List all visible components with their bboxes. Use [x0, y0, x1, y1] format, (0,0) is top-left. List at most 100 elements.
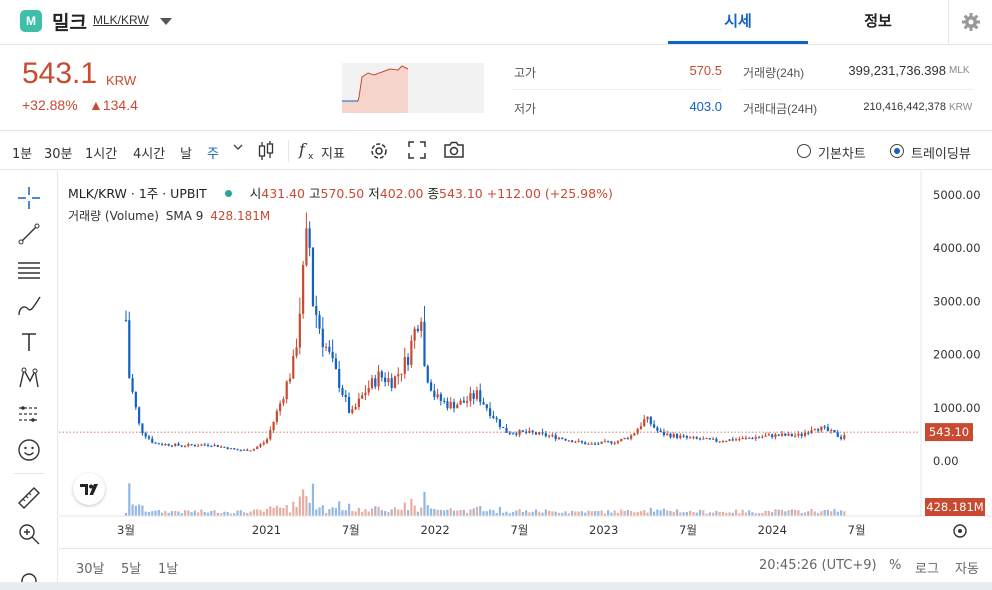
- volume-bar: [308, 502, 311, 516]
- candle-body: [380, 371, 383, 378]
- camera-icon: [444, 141, 464, 158]
- candle-body: [584, 442, 587, 445]
- percent-toggle[interactable]: %: [889, 558, 902, 573]
- prediction-tool[interactable]: [16, 401, 42, 427]
- volume-bar: [472, 508, 475, 516]
- interval-30m[interactable]: 30분: [44, 147, 73, 162]
- candle-body: [797, 433, 800, 436]
- clock[interactable]: 20:45:26 (UTC+9): [759, 558, 877, 573]
- tradingview-logo[interactable]: [73, 473, 105, 505]
- chart-settings-button[interactable]: [368, 140, 390, 166]
- volume-label[interactable]: 거래량 (Volume): [68, 209, 159, 223]
- volume-bar: [259, 510, 262, 516]
- log-toggle[interactable]: 로그: [915, 562, 939, 577]
- range-5d[interactable]: 5날: [121, 562, 142, 577]
- range-1d[interactable]: 1날: [158, 562, 179, 577]
- price-chart[interactable]: 5000.00 4000.00 3000.00 2000.00 1000.00 0.00 3…: [59, 171, 992, 548]
- ruler-tool[interactable]: [16, 485, 42, 511]
- y-tick-label: 3000.00: [933, 294, 981, 308]
- fib-tool[interactable]: [16, 257, 42, 283]
- volume-bar: [331, 507, 334, 516]
- interval-4h[interactable]: 4시간: [133, 147, 166, 162]
- volume-bar: [429, 508, 433, 516]
- candle-body: [206, 444, 210, 446]
- text-icon: [22, 333, 36, 351]
- volume-bar: [531, 511, 534, 516]
- basic-chart-label[interactable]: 기본차트: [818, 147, 866, 162]
- candle-body: [338, 368, 341, 388]
- text-tool[interactable]: [16, 329, 42, 355]
- interval-day[interactable]: 날: [180, 147, 192, 162]
- volume-bar: [843, 511, 846, 516]
- volume-bar: [823, 510, 826, 516]
- candle-body: [702, 438, 705, 440]
- candle-body: [518, 430, 521, 435]
- indicators-label[interactable]: 지표: [321, 147, 345, 162]
- candle-body: [131, 378, 134, 392]
- volume-bar: [318, 507, 321, 516]
- volume-bar: [738, 513, 741, 516]
- volume-bar: [170, 511, 174, 516]
- settings-button[interactable]: [948, 0, 992, 44]
- candle-body: [347, 396, 351, 413]
- volume-bar: [256, 509, 259, 516]
- candle-body: [275, 411, 278, 422]
- volume-bar: [816, 513, 820, 516]
- volume-bar: [492, 510, 495, 516]
- interval-week[interactable]: 주: [207, 147, 219, 162]
- candle-body: [393, 376, 397, 388]
- candle-body: [147, 436, 151, 439]
- volume-bar: [295, 507, 298, 516]
- candle-body: [364, 392, 367, 396]
- icon-tool[interactable]: [16, 437, 42, 463]
- tab-quote[interactable]: 시세: [668, 0, 808, 44]
- basic-chart-radio[interactable]: [797, 144, 811, 158]
- volume-bar: [377, 506, 380, 516]
- trend-line-tool[interactable]: [16, 221, 42, 247]
- amount-24h-label: 거래대금(24H): [743, 102, 818, 116]
- symbol-label[interactable]: MLK/KRW · 1주 · UPBIT: [68, 186, 207, 201]
- interval-dropdown[interactable]: [232, 140, 244, 158]
- volume-bar: [420, 507, 423, 516]
- brush-tool[interactable]: [16, 293, 42, 319]
- range-30d[interactable]: 30날: [76, 562, 105, 577]
- zoom-tool[interactable]: [16, 521, 42, 547]
- candle-body: [233, 448, 236, 450]
- candle-body: [321, 328, 324, 348]
- candle-body: [282, 399, 285, 404]
- auto-toggle[interactable]: 자동: [955, 562, 979, 577]
- fullscreen-button[interactable]: [407, 140, 427, 164]
- chart-type-button[interactable]: [256, 140, 276, 166]
- volume-bar: [548, 510, 551, 516]
- pattern-tool[interactable]: [16, 365, 42, 391]
- candle-body: [426, 366, 429, 383]
- tab-info[interactable]: 정보: [864, 12, 892, 30]
- candle-body: [236, 449, 239, 451]
- candle-body: [223, 446, 226, 448]
- volume-bar: [213, 510, 216, 516]
- interval-1m[interactable]: 1분: [12, 147, 33, 162]
- volume-bar: [397, 509, 400, 516]
- volume-bar: [570, 510, 574, 516]
- gear-icon: [371, 143, 387, 159]
- x-tick-label: 2024: [758, 523, 787, 537]
- chart-canvas[interactable]: 5000.00 4000.00 3000.00 2000.00 1000.00 0.00 3…: [59, 171, 992, 548]
- trading-view-radio[interactable]: [890, 144, 904, 158]
- candle-body: [269, 430, 272, 440]
- candle-body: [167, 443, 170, 446]
- volume-bar: [495, 513, 498, 516]
- volume-bar: [187, 510, 190, 516]
- chevron-down-icon[interactable]: [160, 18, 172, 25]
- coin-pair-link[interactable]: MLK/KRW: [93, 13, 149, 27]
- interval-1h[interactable]: 1시간: [85, 147, 118, 162]
- candle-body: [833, 430, 836, 433]
- candle-body: [249, 450, 252, 452]
- crosshair-tool[interactable]: [16, 185, 42, 211]
- trading-view-label[interactable]: 트레이딩뷰: [911, 147, 971, 162]
- candle-body: [318, 314, 321, 329]
- volume-bar: [226, 512, 229, 516]
- screenshot-button[interactable]: [443, 140, 465, 164]
- candle-body: [679, 435, 682, 438]
- candle-body: [203, 444, 206, 446]
